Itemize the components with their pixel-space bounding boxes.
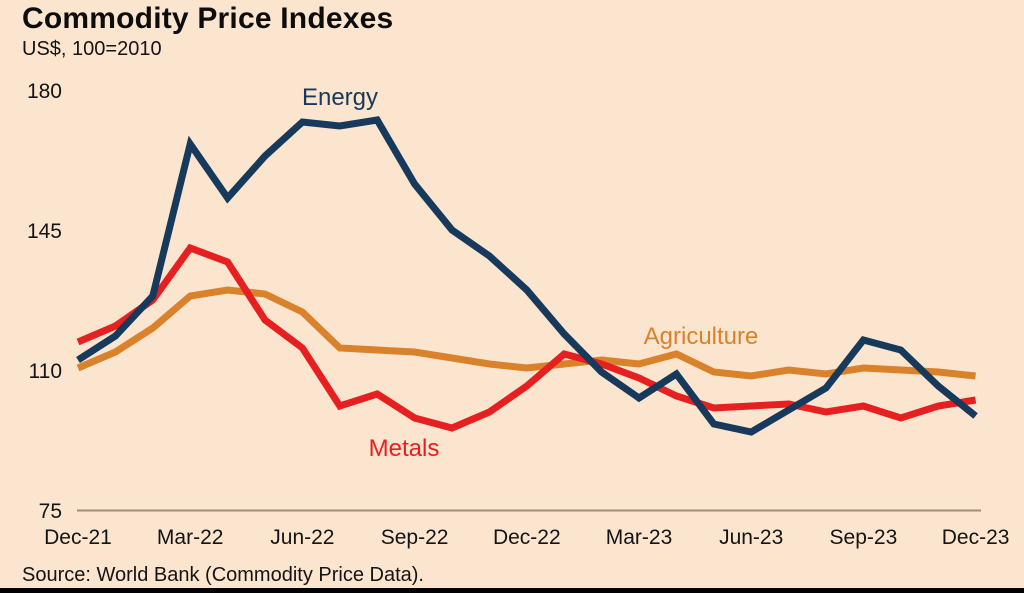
- chart-subtitle: US$, 100=2010: [22, 38, 162, 60]
- y-axis-tick-label: 75: [38, 500, 62, 523]
- y-axis-tick-label: 110: [28, 360, 62, 383]
- agriculture-series-label: Agriculture: [643, 323, 759, 350]
- metals-series-label: Metals: [368, 435, 440, 462]
- energy-line: [76, 116, 978, 436]
- x-axis-tick-label: Dec-21: [44, 526, 112, 549]
- agriculture-line: [76, 286, 976, 380]
- x-axis-tick-label: Dec-23: [941, 526, 1010, 549]
- x-axis-tick-label: Mar-23: [605, 526, 673, 549]
- x-axis-tick-label: Sep-22: [380, 526, 449, 549]
- bottom-border-bar: [0, 588, 1024, 593]
- source-note: Source: World Bank (Commodity Price Data…: [22, 564, 424, 586]
- x-axis-tick-label: Dec-22: [492, 526, 561, 549]
- metals-line: [76, 243, 977, 432]
- energy-series-label: Energy: [301, 84, 379, 111]
- x-axis-tick-label: Sep-23: [829, 526, 898, 549]
- x-axis-tick-label: Jun-22: [270, 526, 335, 549]
- page-title: Commodity Price Indexes: [22, 2, 394, 35]
- y-axis-tick-label: 180: [26, 80, 62, 103]
- y-axis-tick-label: 145: [26, 220, 62, 243]
- x-axis-tick-label: Jun-23: [719, 526, 784, 549]
- x-axis-tick-label: Mar-22: [156, 526, 224, 549]
- chart-series-lines: [76, 116, 978, 436]
